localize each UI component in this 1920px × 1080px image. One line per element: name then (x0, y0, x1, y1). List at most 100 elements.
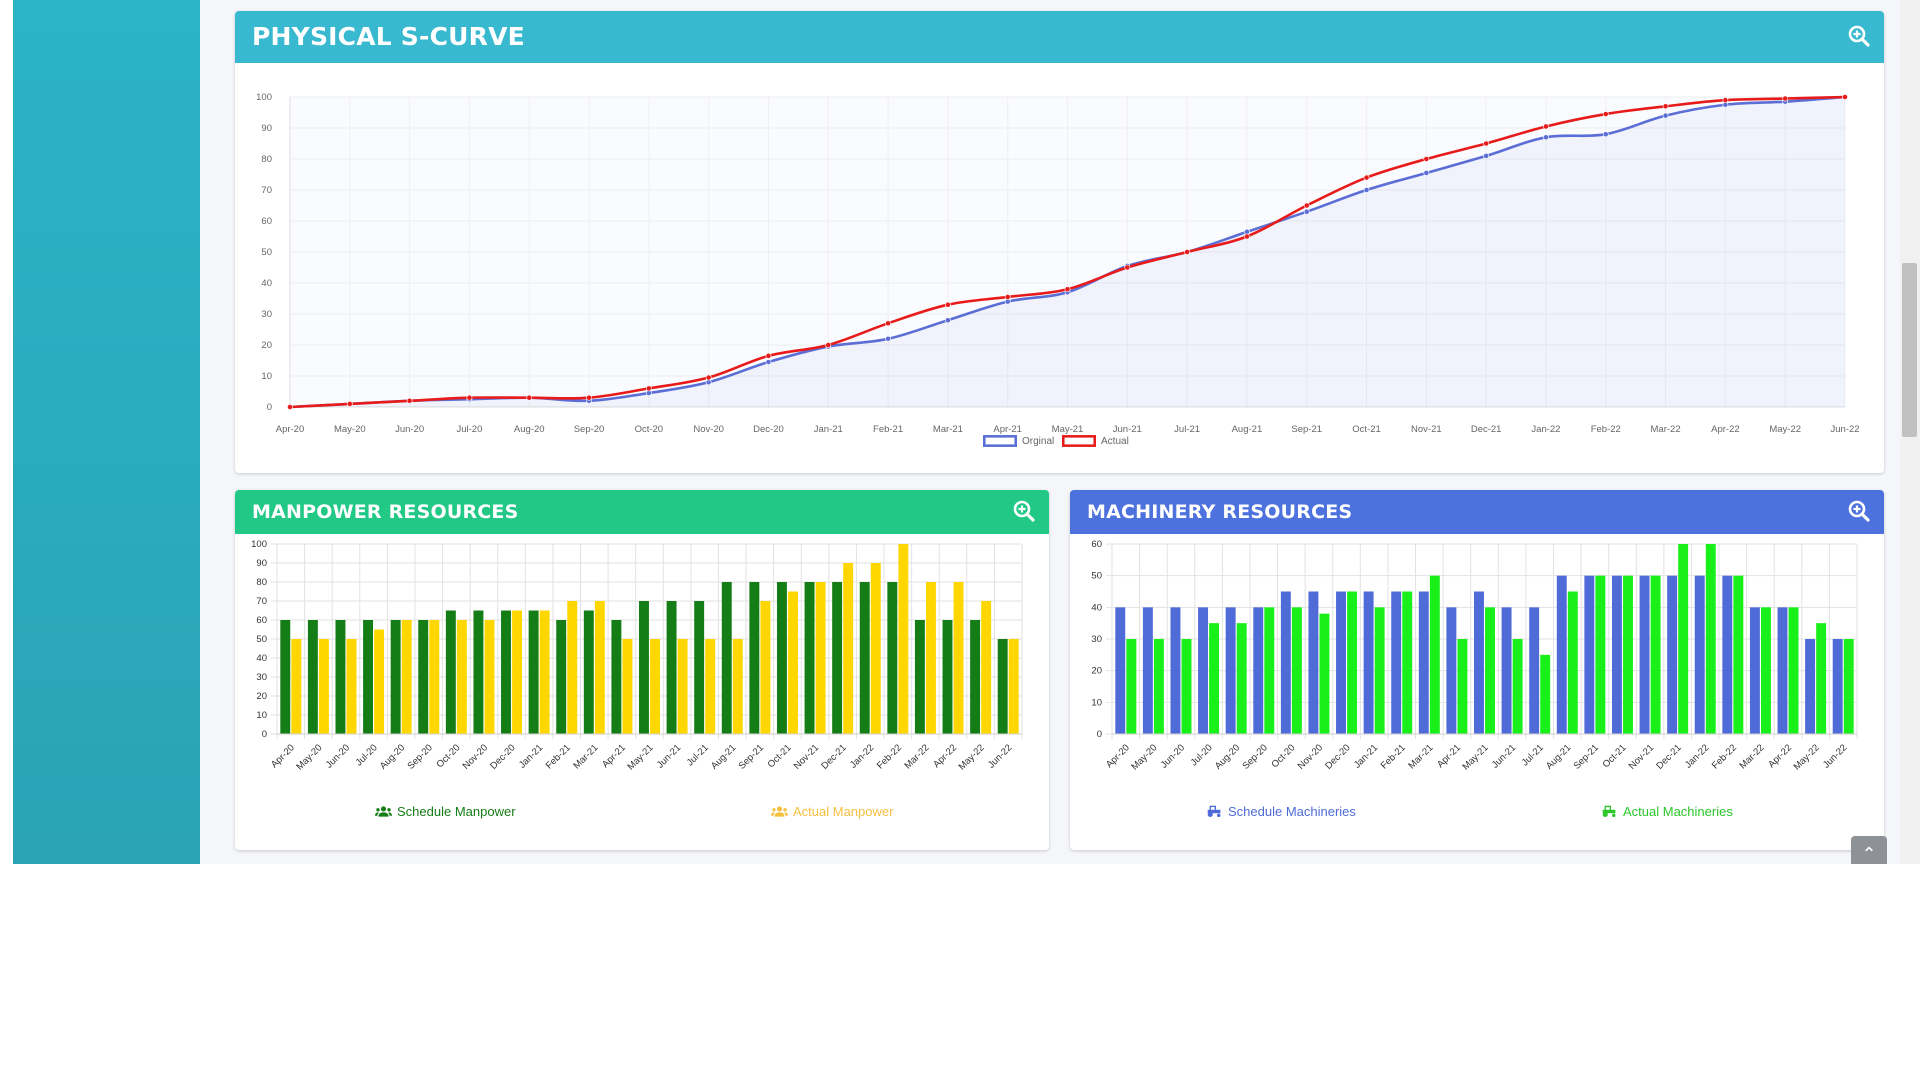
x-tick-label: Dec-21 (819, 742, 848, 771)
legend-actual-manpower[interactable]: Actual Manpower (771, 804, 893, 819)
legend-schedule-machineries[interactable]: Schedule Machineries (1206, 804, 1356, 819)
y-tick-label: 50 (261, 247, 272, 258)
bar-schedule-machineries (1474, 591, 1484, 734)
zoom-in-icon[interactable] (1848, 500, 1870, 522)
x-tick-label: Sep-21 (737, 742, 766, 771)
x-tick-label: Apr-20 (269, 742, 297, 770)
x-tick-label: Sep-20 (1240, 742, 1269, 771)
machinery-legend: Schedule Machineries Actual Machineries (1070, 804, 1884, 824)
x-tick-label: Apr-21 (993, 424, 1022, 435)
bar-schedule-machineries (1280, 591, 1291, 734)
bar-actual-machineries (1760, 607, 1771, 734)
data-point-actual (466, 394, 473, 401)
data-point-actual (1602, 111, 1609, 117)
bar-actual-machineries (1181, 639, 1192, 734)
x-tick-label: Sep-20 (574, 424, 605, 435)
x-tick-label: Jun-21 (655, 742, 683, 770)
bar-actual-manpower (815, 582, 826, 734)
page-scrollbar[interactable] (1900, 0, 1920, 864)
legend-original[interactable]: Orginal (983, 435, 1054, 447)
x-tick-label: Aug-21 (1232, 424, 1263, 435)
legend-actual-swatch (1062, 435, 1096, 447)
scroll-to-top-button[interactable]: ⌃ (1851, 836, 1887, 864)
zoom-in-icon[interactable] (1848, 25, 1870, 47)
bar-actual-machineries (1429, 575, 1440, 734)
x-tick-label: Apr-20 (1104, 742, 1132, 770)
y-tick-label: 10 (256, 710, 267, 721)
chevron-up-icon: ⌃ (1861, 844, 1877, 864)
x-tick-label: Jan-22 (1531, 424, 1560, 435)
machinery-card: MACHINERY RESOURCES 0 10 20 30 40 50 60 Apr-20 M… (1070, 490, 1884, 850)
bar-actual-machineries (1485, 607, 1495, 734)
bar-schedule-manpower (307, 620, 318, 734)
x-tick-label: May-22 (1792, 742, 1822, 772)
scrollbar-thumb[interactable] (1902, 263, 1917, 437)
legend-schedule-manpower[interactable]: Schedule Manpower (375, 804, 516, 819)
x-tick-label: Nov-21 (1411, 424, 1442, 435)
manpower-card-title: MANPOWER RESOURCES (252, 501, 519, 523)
zoom-in-icon[interactable] (1013, 500, 1035, 522)
y-tick-label: 40 (261, 278, 272, 289)
x-tick-label: Apr-20 (276, 424, 305, 435)
bar-schedule-machineries (1556, 575, 1567, 734)
bar-schedule-machineries (1115, 607, 1126, 734)
x-tick-label: May-21 (1052, 424, 1084, 435)
bar-actual-machineries (1291, 607, 1302, 734)
x-tick-label: Jan-22 (1683, 742, 1711, 770)
x-tick-label: Jun-21 (1490, 742, 1518, 770)
original-area-fill (290, 97, 1845, 407)
y-tick-label: 80 (261, 154, 272, 165)
manpower-card-header: MANPOWER RESOURCES (235, 490, 1049, 534)
bar-actual-manpower (539, 610, 550, 734)
y-tick-label: 60 (261, 216, 272, 227)
bar-schedule-manpower (583, 610, 594, 734)
x-tick-label: Apr-21 (600, 742, 628, 770)
bar-schedule-manpower (473, 610, 484, 734)
users-icon (375, 806, 392, 817)
data-point-actual (885, 320, 891, 327)
bar-actual-manpower (843, 563, 854, 734)
bar-actual-machineries (1209, 623, 1220, 734)
x-tick-label: Oct-20 (635, 424, 664, 435)
bar-actual-manpower (953, 582, 964, 734)
data-point-actual (1004, 294, 1011, 300)
x-tick-label: Apr-22 (1766, 742, 1794, 770)
legend-actual[interactable]: Actual (1062, 435, 1129, 447)
scurve-card: PHYSICAL S-CURVE 0 10 20 30 40 50 60 70 80 90 100 A… (235, 11, 1884, 473)
bar-schedule-manpower (639, 601, 649, 734)
legend-actual-machineries[interactable]: Actual Machineries (1601, 804, 1733, 819)
bar-schedule-machineries (1805, 639, 1816, 734)
bar-actual-machineries (1264, 607, 1275, 734)
data-point-actual (1363, 174, 1370, 181)
bar-actual-machineries (1457, 639, 1468, 734)
bar-schedule-manpower (970, 620, 981, 734)
bar-schedule-machineries (1694, 575, 1705, 734)
bar-schedule-manpower (445, 610, 456, 734)
x-tick-label: Feb-22 (1591, 424, 1621, 435)
x-tick-label: Apr-22 (931, 742, 959, 770)
x-tick-label: Oct-21 (1601, 742, 1629, 770)
bar-actual-machineries (1319, 613, 1330, 734)
x-tick-label: Feb-22 (875, 742, 904, 771)
data-point-orginal (765, 359, 772, 365)
y-tick-label: 70 (256, 596, 267, 607)
data-point-actual (944, 301, 951, 308)
data-point-orginal (1543, 134, 1549, 141)
y-tick-label: 30 (261, 309, 272, 320)
bar-actual-manpower (429, 620, 440, 734)
machinery-card-title: MACHINERY RESOURCES (1087, 501, 1353, 523)
data-point-actual (1244, 233, 1250, 240)
data-point-actual (406, 397, 413, 404)
legend-schedule-machineries-label: Schedule Machineries (1228, 804, 1356, 819)
bar-schedule-machineries (1225, 607, 1236, 734)
bar-schedule-machineries (1142, 607, 1153, 734)
bar-schedule-manpower (501, 610, 511, 734)
x-tick-label: Aug-21 (1544, 742, 1573, 771)
bar-actual-manpower (677, 639, 688, 734)
x-tick-label: Feb-21 (873, 424, 903, 435)
data-point-orginal (944, 317, 951, 324)
y-tick-label: 20 (256, 691, 267, 702)
data-point-orginal (1662, 112, 1669, 119)
